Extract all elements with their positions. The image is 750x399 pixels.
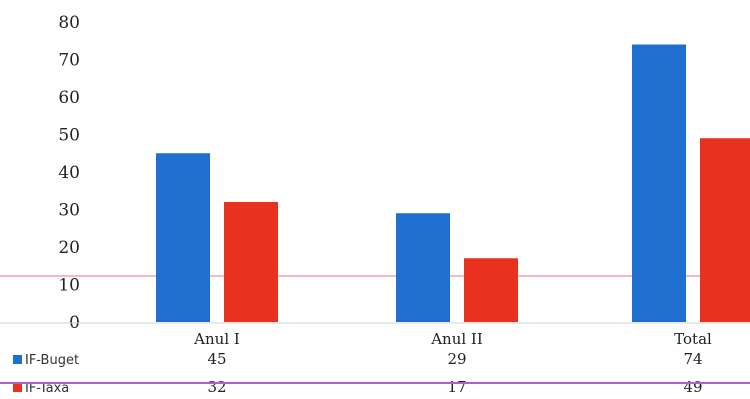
data-label: 45: [207, 350, 226, 368]
legend-label: IF-Buget: [25, 353, 79, 368]
bar-if-buget-0: [156, 153, 210, 322]
category-label: Total: [674, 330, 712, 348]
category-label: Anul II: [430, 330, 483, 348]
category-label: Anul I: [193, 330, 240, 348]
y-tick-label: 60: [58, 88, 80, 108]
y-tick-label: 10: [58, 276, 80, 296]
bars: [156, 44, 750, 322]
bar-if-buget-1: [396, 213, 450, 322]
y-tick-label: 70: [58, 51, 80, 71]
y-tick-label: 30: [58, 201, 80, 221]
data-label: 32: [207, 378, 226, 396]
category-labels: Anul I Anul II Total: [193, 330, 712, 348]
y-tick-label: 50: [58, 126, 80, 146]
data-table: IF-Buget 45 29 74 IF-Taxa 32 17 49: [13, 350, 703, 396]
legend-swatch: [13, 355, 22, 364]
data-label: 17: [447, 378, 466, 396]
bar-if-buget-2: [632, 44, 686, 322]
legend-swatch: [13, 383, 22, 392]
data-label: 29: [447, 350, 466, 368]
y-tick-label: 20: [58, 238, 80, 258]
y-tick-label: 80: [58, 13, 80, 33]
bar-if-taxa-1: [464, 258, 518, 322]
data-label: 49: [683, 378, 702, 396]
data-label: 74: [683, 350, 702, 368]
legend-label: IF-Taxa: [25, 381, 69, 396]
bar-if-taxa-2: [700, 138, 750, 322]
y-tick-label: 40: [58, 163, 80, 183]
bar-if-taxa-0: [224, 202, 278, 322]
